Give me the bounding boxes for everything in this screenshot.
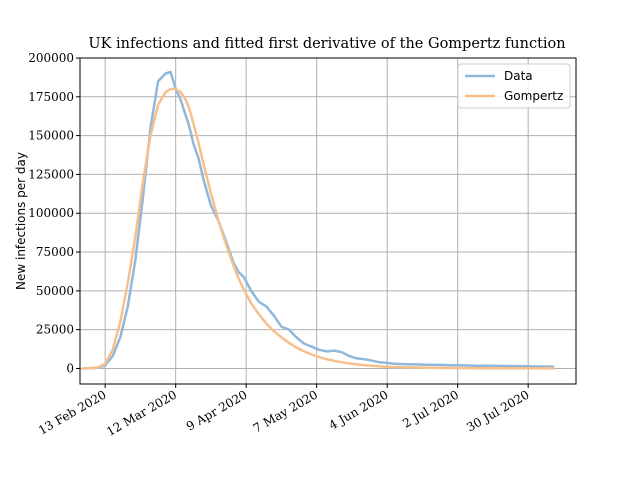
plot-lines	[81, 70, 555, 370]
x-tick-label: 30 Jul 2020	[464, 387, 531, 434]
y-tick-label: 175000	[28, 90, 74, 104]
y-tick-label: 200000	[28, 51, 74, 65]
grid	[80, 57, 576, 384]
series-line-data	[81, 70, 555, 370]
y-tick-label: 150000	[28, 129, 74, 143]
y-tick-label: 125000	[28, 167, 74, 181]
y-tick-label: 100000	[28, 206, 74, 220]
y-axis: 0 25000 50000 75000 100000 125000 150000 175000…	[28, 51, 80, 375]
y-tick-label: 25000	[36, 323, 74, 337]
legend-label-data: Data	[504, 69, 533, 83]
y-tick-label: 0	[66, 361, 74, 375]
x-tick-label: 2 Jul 2020	[400, 387, 461, 430]
legend-label-gompertz: Gompertz	[504, 89, 563, 103]
x-tick-label: 4 Jun 2020	[326, 387, 390, 432]
y-tick-label: 50000	[36, 284, 74, 298]
x-tick-label: 12 Mar 2020	[104, 387, 179, 438]
legend: Data Gompertz	[457, 63, 571, 109]
y-tick-label: 75000	[36, 245, 74, 259]
chart-title: UK infections and fitted first derivativ…	[88, 36, 565, 52]
plot-frame	[79, 57, 577, 385]
x-tick-label: 9 Apr 2020	[184, 387, 250, 433]
y-axis-label: New infections per day	[14, 152, 28, 290]
x-tick-label: 7 May 2020	[251, 387, 320, 435]
x-tick-label: 13 Feb 2020	[36, 387, 109, 437]
series-line-gompertz	[81, 87, 555, 370]
